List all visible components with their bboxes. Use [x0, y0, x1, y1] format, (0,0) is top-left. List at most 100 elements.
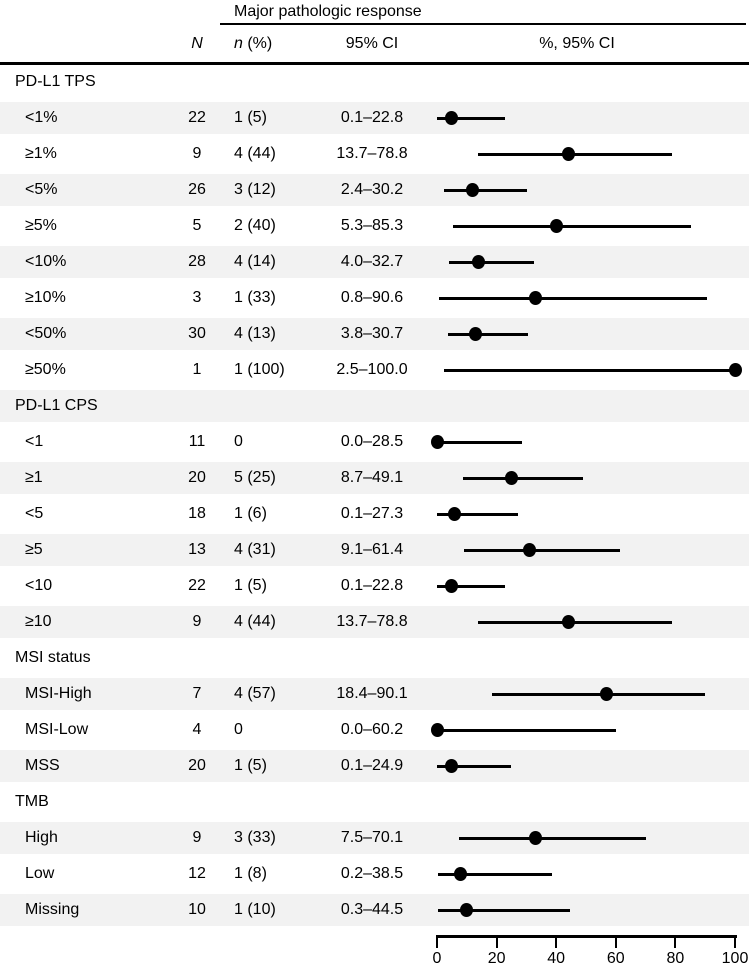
ci-line: [464, 548, 620, 552]
ci-line: [491, 692, 706, 696]
point-estimate-dot: [561, 147, 575, 161]
section-header-row: PD-L1 CPS: [0, 388, 749, 424]
ci-value: 5.3–85.3: [340, 217, 404, 234]
ci-value: 2.5–100.0: [336, 361, 408, 378]
ci-value: 18.4–90.1: [336, 685, 408, 702]
row-label: <5%: [25, 181, 58, 198]
point-estimate-dot: [466, 183, 480, 197]
section-header-row: MSI status: [0, 640, 749, 676]
x-axis-tick-label: 0: [432, 950, 442, 967]
ci-value: 0.1–27.3: [340, 505, 404, 522]
n-value: 12: [188, 865, 206, 882]
table-row: <50% 30 4 (13) 3.8–30.7: [0, 316, 749, 352]
n-pct-value: 2 (40): [234, 217, 276, 234]
ci-line: [444, 188, 527, 192]
point-estimate-dot: [445, 759, 459, 773]
ci-value: 0.2–38.5: [340, 865, 404, 882]
ci-line: [477, 620, 672, 624]
row-label: Missing: [25, 901, 80, 918]
section-header-row: TMB: [0, 784, 749, 820]
point-estimate-dot: [430, 723, 444, 737]
ci-line: [439, 296, 707, 300]
n-value: 9: [192, 145, 202, 162]
n-pct-value: 1 (5): [234, 577, 267, 594]
point-estimate-dot: [600, 687, 614, 701]
x-axis-tick-label: 100: [721, 950, 749, 967]
ci-value: 0.1–22.8: [340, 577, 404, 594]
table-row: ≥10% 3 1 (33) 0.8–90.6: [0, 280, 749, 316]
n-value: 20: [188, 757, 206, 774]
table-row: MSS 20 1 (5) 0.1–24.9: [0, 748, 749, 784]
table-row: <10 22 1 (5) 0.1–22.8: [0, 568, 749, 604]
ci-line: [444, 368, 735, 372]
row-label: ≥1%: [25, 145, 57, 162]
point-estimate-dot: [561, 615, 575, 629]
point-estimate-dot: [728, 363, 742, 377]
row-label: <1%: [25, 109, 58, 126]
column-header-N: N: [191, 35, 203, 52]
n-value: 28: [188, 253, 206, 270]
table-row: ≥1 20 5 (25) 8.7–49.1: [0, 460, 749, 496]
ci-value: 8.7–49.1: [340, 469, 404, 486]
ci-line: [437, 440, 522, 444]
ci-line: [437, 764, 512, 768]
row-label: <50%: [25, 325, 67, 342]
row-label: ≥10%: [25, 289, 66, 306]
point-estimate-dot: [448, 507, 462, 521]
row-label: <10: [25, 577, 53, 594]
row-label: ≥50%: [25, 361, 66, 378]
ci-value: 0.0–60.2: [340, 721, 404, 738]
n-pct-value: 1 (5): [234, 757, 267, 774]
n-pct-value: 4 (13): [234, 325, 276, 342]
ci-line: [437, 584, 505, 588]
x-axis-tick-label: 40: [547, 950, 566, 967]
point-estimate-dot: [549, 219, 563, 233]
section-label: MSI status: [15, 649, 91, 666]
ci-value: 13.7–78.8: [336, 145, 408, 162]
table-row: Low 12 1 (8) 0.2–38.5: [0, 856, 749, 892]
ci-line: [437, 908, 570, 912]
x-axis-tick: [614, 935, 617, 948]
n-value: 11: [188, 433, 206, 450]
ci-line: [437, 116, 505, 120]
point-estimate-dot: [522, 543, 536, 557]
column-header-plot: %, 95% CI: [539, 35, 615, 52]
table-row: <10% 28 4 (14) 4.0–32.7: [0, 244, 749, 280]
ci-line: [437, 512, 519, 516]
n-value: 20: [188, 469, 206, 486]
n-pct-value: 1 (8): [234, 865, 267, 882]
n-pct-value: 3 (33): [234, 829, 276, 846]
n-value: 30: [188, 325, 206, 342]
x-axis-tick-label: 60: [606, 950, 625, 967]
ci-value: 2.4–30.2: [340, 181, 404, 198]
ci-value: 3.8–30.7: [340, 325, 404, 342]
x-axis-line: [437, 935, 737, 938]
ci-line: [452, 224, 692, 228]
row-label: High: [25, 829, 58, 846]
group-column-header: Major pathologic response: [234, 3, 422, 20]
x-axis-tick: [555, 935, 558, 948]
table-row: MSI-High 7 4 (57) 18.4–90.1: [0, 676, 749, 712]
point-estimate-dot: [430, 435, 444, 449]
n-value: 26: [188, 181, 206, 198]
n-value: 9: [192, 613, 202, 630]
table-row: <5 18 1 (6) 0.1–27.3: [0, 496, 749, 532]
n-value: 7: [192, 685, 202, 702]
point-estimate-dot: [445, 111, 459, 125]
row-label: Low: [25, 865, 55, 882]
n-value: 22: [188, 577, 206, 594]
row-label: ≥5: [25, 541, 43, 558]
n-pct-value: 1 (6): [234, 505, 267, 522]
section-label: TMB: [15, 793, 49, 810]
n-pct-value: 1 (10): [234, 901, 276, 918]
section-label: PD-L1 CPS: [15, 397, 98, 414]
n-pct-value: 4 (57): [234, 685, 276, 702]
row-label: MSI-High: [25, 685, 92, 702]
ci-value: 0.1–24.9: [340, 757, 404, 774]
ci-line: [437, 872, 552, 876]
ci-value: 7.5–70.1: [340, 829, 404, 846]
table-row: ≥10 9 4 (44) 13.7–78.8: [0, 604, 749, 640]
point-estimate-dot: [454, 867, 468, 881]
n-pct-value: 4 (44): [234, 613, 276, 630]
